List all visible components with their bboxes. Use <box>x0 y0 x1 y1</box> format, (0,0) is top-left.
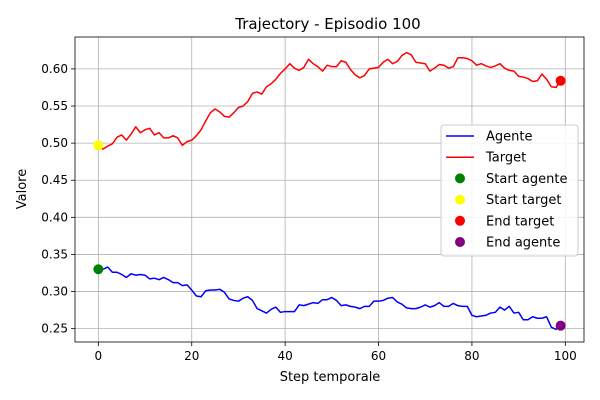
y-tick-label: 0.50 <box>41 136 68 150</box>
x-axis-label: Step temporale <box>280 370 381 385</box>
y-tick-label: 0.55 <box>41 99 68 113</box>
legend-swatch-end-target <box>455 216 465 226</box>
legend-swatch-start-agente <box>455 173 465 183</box>
legend-label: Target <box>485 151 526 166</box>
y-tick-label: 0.60 <box>41 62 68 76</box>
y-tick-label: 0.40 <box>41 210 68 224</box>
legend-label: End agente <box>486 236 560 251</box>
y-axis-label: Valore <box>15 169 30 209</box>
legend-label: Agente <box>486 130 532 145</box>
y-tick-label: 0.25 <box>41 322 68 336</box>
x-tick-label: 80 <box>464 349 479 363</box>
legend-label: End target <box>486 214 554 229</box>
x-tick-label: 20 <box>184 349 199 363</box>
x-tick-label: 40 <box>277 349 292 363</box>
y-tick-label: 0.30 <box>41 285 68 299</box>
marker-start-agente <box>93 264 103 274</box>
x-tick-label: 0 <box>95 349 103 363</box>
legend-label: Start target <box>486 193 561 208</box>
legend-swatch-start-target <box>455 195 465 205</box>
series-line-agente <box>98 267 560 329</box>
marker-end-agente <box>556 321 566 331</box>
marker-start-target <box>93 140 103 150</box>
y-tick-label: 0.45 <box>41 173 68 187</box>
x-tick-label: 100 <box>554 349 577 363</box>
y-tick-label: 0.35 <box>41 247 68 261</box>
legend: Agente Target Start agente Start target End … <box>441 125 578 256</box>
legend-swatch-end-agente <box>455 237 465 247</box>
chart-title: Trajectory - Episodio 100 <box>234 15 420 33</box>
legend-label: Start agente <box>486 172 567 187</box>
x-tick-label: 60 <box>371 349 386 363</box>
marker-end-target <box>556 76 566 86</box>
